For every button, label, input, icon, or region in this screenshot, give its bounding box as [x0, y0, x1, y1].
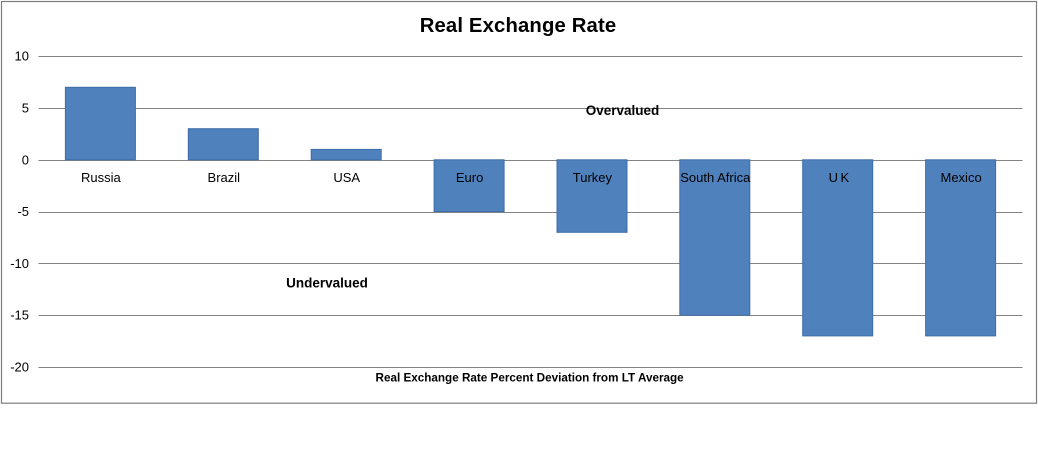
- svg-text:South Africa: South Africa: [680, 170, 751, 185]
- svg-text:-5: -5: [17, 204, 29, 219]
- svg-text:Mexico: Mexico: [941, 170, 982, 185]
- svg-text:-15: -15: [10, 308, 29, 323]
- svg-text:5: 5: [22, 101, 29, 116]
- svg-text:-10: -10: [10, 256, 29, 271]
- svg-text:Russia: Russia: [81, 170, 122, 185]
- svg-text:10: 10: [15, 49, 29, 64]
- svg-text:Overvalued: Overvalued: [586, 103, 660, 118]
- svg-text:Brazil: Brazil: [208, 170, 241, 185]
- svg-text:UK: UK: [829, 170, 852, 185]
- svg-text:USA: USA: [333, 170, 360, 185]
- svg-text:Real Exchange Rate: Real Exchange Rate: [420, 15, 617, 37]
- svg-text:Turkey: Turkey: [573, 170, 613, 185]
- svg-text:-20: -20: [10, 360, 29, 375]
- svg-text:0: 0: [22, 152, 29, 167]
- svg-text:Undervalued: Undervalued: [286, 276, 368, 291]
- svg-text:Real Exchange Rate Percent Dev: Real Exchange Rate Percent Deviation fro…: [376, 372, 685, 385]
- svg-text:Euro: Euro: [456, 170, 483, 185]
